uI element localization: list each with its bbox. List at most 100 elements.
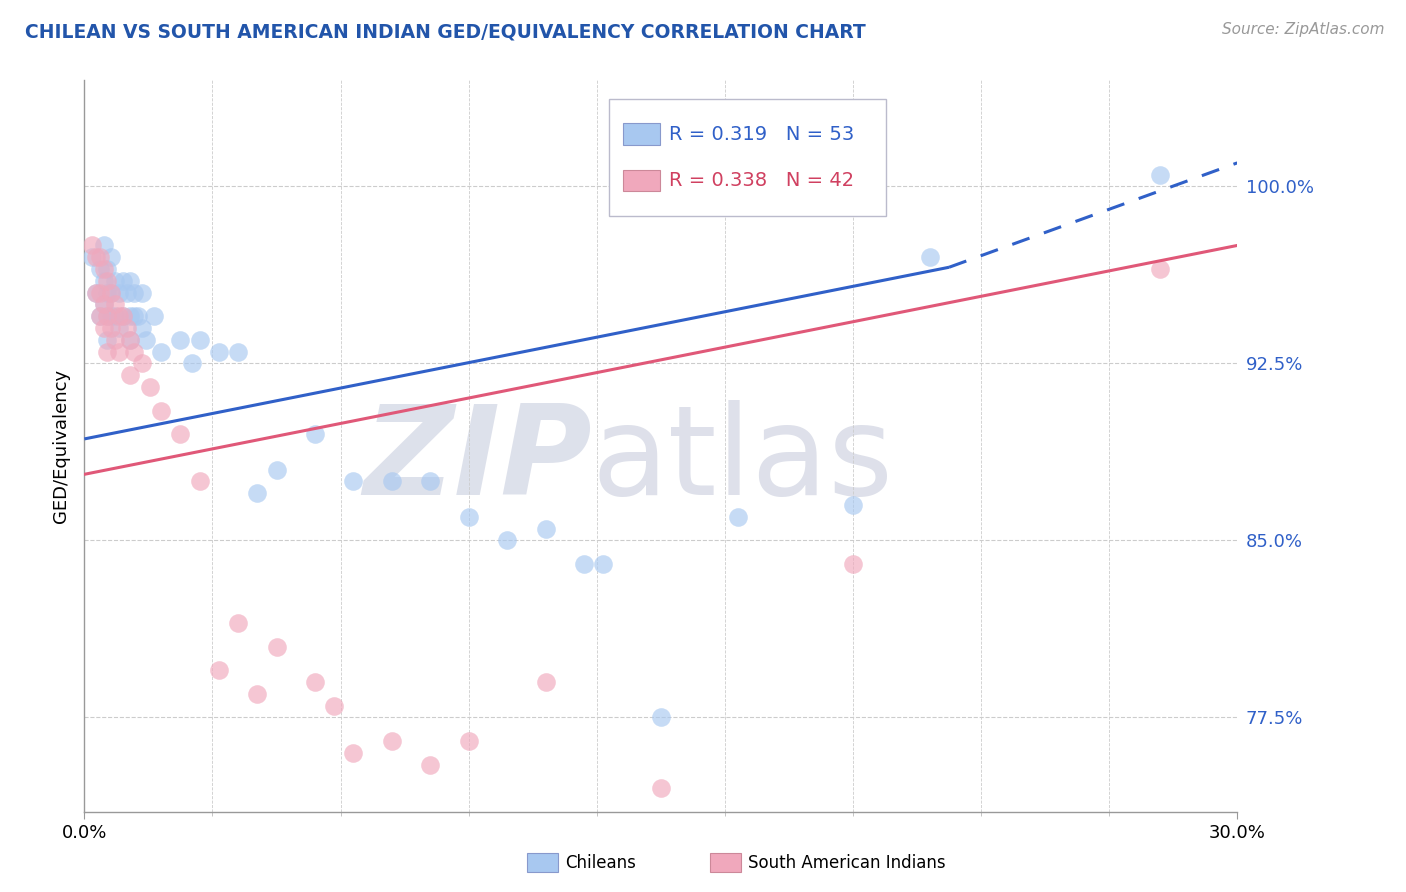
Point	[93, 297, 115, 311]
Point	[150, 344, 173, 359]
Point	[457, 734, 479, 748]
Point	[342, 475, 364, 489]
Point	[381, 475, 404, 489]
Point	[534, 522, 557, 536]
Text: atlas: atlas	[592, 401, 894, 521]
Point	[96, 285, 118, 300]
Text: Chileans: Chileans	[565, 854, 636, 871]
Point	[592, 557, 614, 571]
Point	[96, 262, 118, 277]
Point	[89, 262, 111, 277]
Point	[120, 274, 142, 288]
Point	[104, 297, 127, 311]
Point	[188, 475, 211, 489]
Point	[93, 321, 115, 335]
Point	[304, 675, 326, 690]
Point	[104, 333, 127, 347]
Point	[124, 344, 146, 359]
Point	[84, 285, 107, 300]
Point	[135, 333, 157, 347]
Point	[96, 274, 118, 288]
Point	[266, 640, 288, 654]
Point	[93, 274, 115, 288]
Text: CHILEAN VS SOUTH AMERICAN INDIAN GED/EQUIVALENCY CORRELATION CHART: CHILEAN VS SOUTH AMERICAN INDIAN GED/EQU…	[25, 22, 866, 41]
Point	[419, 475, 441, 489]
Point	[323, 698, 346, 713]
Point	[342, 746, 364, 760]
Point	[96, 344, 118, 359]
Point	[572, 557, 595, 571]
Point	[115, 321, 138, 335]
Point	[169, 427, 191, 442]
Point	[842, 557, 865, 571]
Point	[131, 285, 153, 300]
Point	[142, 310, 165, 324]
Point	[96, 310, 118, 324]
Point	[100, 321, 122, 335]
FancyBboxPatch shape	[623, 123, 659, 145]
Point	[108, 310, 131, 324]
Point	[100, 250, 122, 264]
Point	[108, 321, 131, 335]
Point	[246, 486, 269, 500]
Point	[181, 356, 204, 370]
Point	[131, 321, 153, 335]
Text: Source: ZipAtlas.com: Source: ZipAtlas.com	[1222, 22, 1385, 37]
Point	[84, 285, 107, 300]
Point	[80, 250, 103, 264]
Text: South American Indians: South American Indians	[748, 854, 946, 871]
Y-axis label: GED/Equivalency: GED/Equivalency	[52, 369, 70, 523]
Point	[124, 285, 146, 300]
Point	[208, 663, 231, 677]
Point	[131, 356, 153, 370]
Point	[419, 757, 441, 772]
Text: R = 0.338   N = 42: R = 0.338 N = 42	[669, 171, 853, 190]
Point	[496, 533, 519, 548]
Point	[96, 310, 118, 324]
Point	[115, 285, 138, 300]
Point	[100, 310, 122, 324]
Point	[120, 333, 142, 347]
Point	[169, 333, 191, 347]
Point	[650, 710, 672, 724]
Point	[457, 509, 479, 524]
Point	[89, 250, 111, 264]
Point	[226, 344, 249, 359]
Point	[111, 310, 134, 324]
Point	[80, 238, 103, 252]
Point	[1149, 168, 1171, 182]
Point	[246, 687, 269, 701]
Point	[124, 310, 146, 324]
Point	[534, 675, 557, 690]
Point	[100, 285, 122, 300]
Point	[104, 274, 127, 288]
Point	[1149, 262, 1171, 277]
Point	[120, 368, 142, 383]
Point	[89, 310, 111, 324]
Point	[208, 344, 231, 359]
Point	[150, 403, 173, 417]
Point	[89, 285, 111, 300]
Point	[727, 509, 749, 524]
Point	[96, 333, 118, 347]
Point	[93, 238, 115, 252]
FancyBboxPatch shape	[609, 99, 886, 216]
Point	[93, 297, 115, 311]
Point	[304, 427, 326, 442]
Point	[108, 285, 131, 300]
Point	[100, 285, 122, 300]
Point	[918, 250, 941, 264]
Point	[89, 310, 111, 324]
Point	[266, 462, 288, 476]
Point	[120, 333, 142, 347]
Point	[127, 310, 149, 324]
Point	[120, 310, 142, 324]
Point	[650, 781, 672, 796]
Point	[138, 380, 160, 394]
Point	[381, 734, 404, 748]
Point	[188, 333, 211, 347]
Point	[226, 615, 249, 630]
Point	[93, 262, 115, 277]
Text: R = 0.319   N = 53: R = 0.319 N = 53	[669, 125, 853, 144]
Point	[108, 344, 131, 359]
